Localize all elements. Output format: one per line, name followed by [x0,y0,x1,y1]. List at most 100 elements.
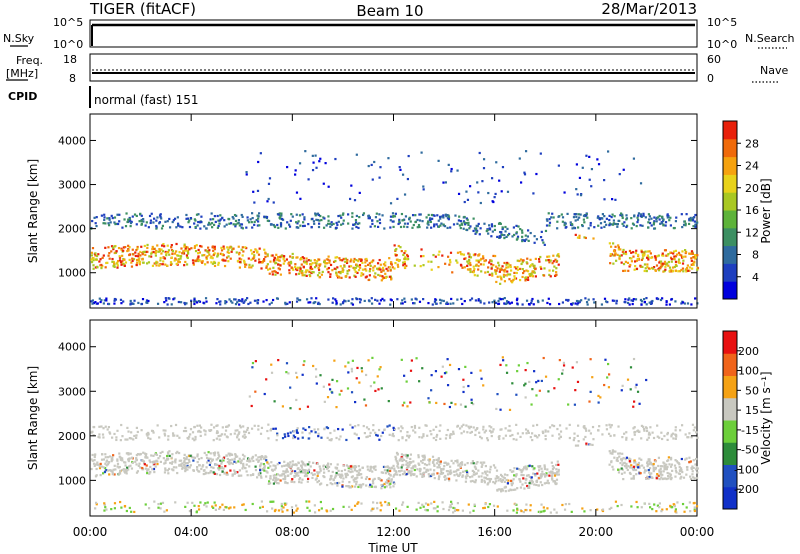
velocity-cell [670,478,673,481]
power-cell [661,217,664,220]
power-cell [231,301,234,304]
velocity-cell [331,507,335,511]
velocity-cell [613,456,616,459]
velocity-cell [423,456,426,459]
power-cell [107,254,110,257]
power-cell [472,265,475,268]
velocity-cell [363,398,366,401]
velocity-cell [434,507,437,510]
velocity-cell [386,469,389,472]
velocity-cell [515,393,518,396]
velocity-cell [102,427,105,430]
velocity-cell [272,474,275,477]
power-cell [503,236,506,240]
velocity-cell [189,464,192,467]
velocity-cell [413,426,417,429]
power-cell [257,217,260,220]
velocity-cell [330,474,333,478]
velocity-cell [648,467,652,470]
power-cell [608,242,611,245]
power-cell [163,257,167,260]
power-cell [340,216,343,219]
power-cell [238,257,241,260]
power-cell [237,299,240,302]
power-cell [521,235,524,238]
velocity-cell [275,478,279,481]
power-cell [448,263,451,266]
velocity-cell [474,429,477,432]
power-cell [668,270,671,273]
power-cell [279,264,282,267]
power-cell [670,260,673,263]
power-cell [339,270,342,274]
power-cell [578,234,581,237]
velocity-cell [583,426,586,429]
power-cell [341,213,345,216]
power-cell [504,225,507,229]
velocity-cell [145,453,148,456]
velocity-cell [192,459,195,462]
velocity-cell [481,463,484,466]
velocity-cell [440,472,443,475]
velocity-cell [688,432,691,435]
power-cell [209,218,212,221]
velocity-cell [187,437,190,440]
velocity-cell [486,477,489,481]
power-cell [616,253,619,256]
power-cell [334,256,337,259]
velocity-cell [482,428,485,431]
velocity-cell [437,477,440,481]
velocity-cell [340,389,343,392]
power-cell [505,300,509,303]
velocity-cell [251,361,255,365]
velocity-cell [138,462,141,465]
power-cell [104,222,107,225]
power-cell [214,220,217,224]
power-cell [535,238,539,241]
velocity-cell [456,468,459,472]
power-cell [565,298,568,302]
velocity-cell [290,471,293,474]
velocity-cell [276,432,279,435]
velocity-cell [662,461,665,464]
velocity-cell [98,467,102,470]
power-cell [403,193,407,196]
date-title: 28/Mar/2013 [601,0,697,18]
power-cell [680,213,683,216]
velocity-cell [297,461,300,464]
power-cell [312,161,315,164]
power-cell [274,262,277,265]
velocity-cell [408,463,411,466]
velocity-cell [237,432,240,435]
power-cell [210,212,213,215]
power-cell [472,271,475,274]
power-cell [272,201,275,204]
power-cell [685,213,688,216]
power-cell [376,220,379,223]
velocity-cell [144,467,148,470]
velocity-cell [467,425,470,428]
velocity-heatmap [90,356,699,514]
velocity-cell [227,424,231,427]
power-cell [141,298,145,301]
velocity-cell [263,469,266,472]
power-cell [315,297,318,300]
velocity-cell [531,480,534,484]
power-cell [442,299,445,303]
velocity-cell [186,468,189,471]
power-cell [533,264,536,267]
power-cell [138,260,141,263]
power-cell [503,234,506,237]
power-cell [141,258,144,261]
velocity-cell [259,469,262,472]
velocity-cell [225,425,228,428]
velocity-cell [341,428,344,431]
velocity-cell [283,502,286,505]
power-cell [327,215,330,218]
velocity-cell [302,461,305,464]
power-cell [359,301,362,304]
velocity-cell [608,507,611,511]
power-cell [348,265,351,268]
power-cell [493,299,496,302]
